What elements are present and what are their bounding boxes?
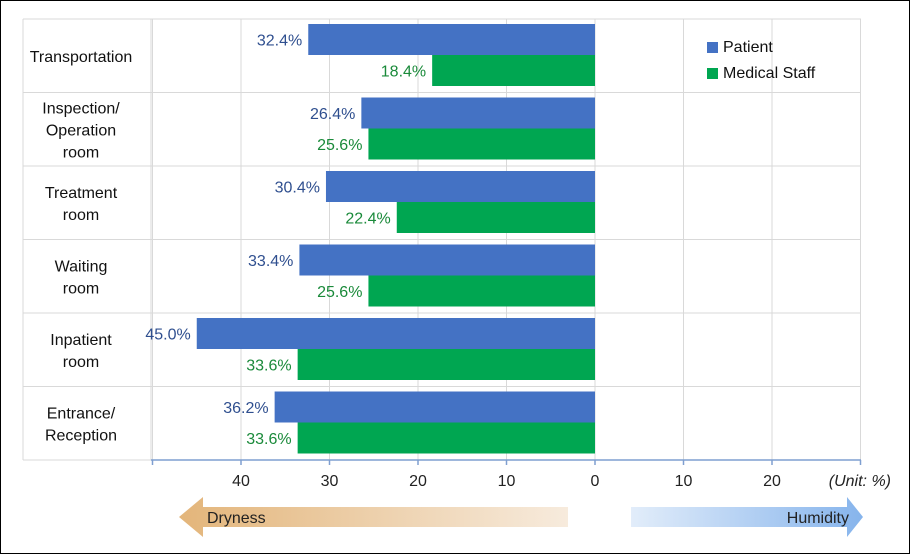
- x-tick-label: 0: [591, 473, 600, 490]
- data-label: 33.6%: [246, 431, 291, 448]
- x-tick-label: 10: [675, 473, 693, 490]
- bar-patient: [196, 318, 595, 349]
- x-tick-label: 20: [409, 473, 427, 490]
- legend-swatch-patient: [707, 42, 718, 53]
- category-label: Waiting room: [55, 258, 108, 297]
- x-tick-label: 20: [763, 473, 781, 490]
- bar-medical-staff: [368, 275, 595, 307]
- legend-label-patient: Patient: [723, 39, 773, 56]
- data-label: 45.0%: [145, 327, 190, 344]
- data-label: 30.4%: [275, 180, 320, 197]
- category-label: Inspection/Operation room: [42, 100, 120, 161]
- category-label: Transportation: [30, 49, 133, 66]
- data-label: 36.2%: [223, 400, 268, 417]
- data-label: 32.4%: [257, 33, 302, 50]
- category-labels: Transportation Inspection/Operation room Tr…: [30, 49, 133, 445]
- data-label: 25.6%: [317, 284, 362, 301]
- category-label: Entrance/Reception: [45, 405, 117, 444]
- x-axis: 40 30 20 10 0 10 20: [151, 459, 862, 490]
- bar-patient: [274, 391, 595, 423]
- dryness-label: Dryness: [207, 510, 266, 527]
- data-label: 26.4%: [310, 106, 355, 123]
- humidity-label: Humidity: [787, 510, 849, 527]
- bar-patient: [361, 97, 595, 129]
- bar-patient: [299, 244, 595, 276]
- data-label: 33.4%: [248, 253, 293, 270]
- data-label: 33.6%: [246, 358, 291, 375]
- humidity-arrow: Humidity: [631, 497, 863, 537]
- legend-label-medical-staff: Medical Staff: [723, 65, 816, 82]
- data-label: 25.6%: [317, 137, 362, 154]
- bar-layer: 32.4% 26.4% 30.4% 33.4% 45.0% 36.2% 18.4% 25.6%…: [145, 24, 595, 454]
- bar-medical-staff: [396, 202, 595, 233]
- category-label: Inpatient room: [50, 332, 112, 371]
- data-label: 22.4%: [345, 211, 390, 228]
- humidity-arrow-shape: [631, 497, 863, 537]
- x-tick-label: 30: [321, 473, 339, 490]
- legend: Patient Medical Staff: [707, 39, 816, 82]
- legend-swatch-medical-staff: [707, 68, 718, 79]
- dryness-arrow-shape: [179, 497, 568, 537]
- bar-medical-staff: [368, 128, 595, 160]
- bar-medical-staff: [432, 55, 595, 86]
- dryness-arrow: Dryness: [179, 497, 568, 537]
- bar-medical-staff: [297, 349, 595, 380]
- bar-medical-staff: [297, 422, 595, 454]
- unit-label: (Unit: %): [829, 473, 891, 490]
- x-tick-label: 10: [498, 473, 516, 490]
- data-label: 18.4%: [381, 64, 426, 81]
- bar-patient: [308, 24, 595, 55]
- bar-patient: [325, 171, 595, 202]
- x-tick-label: 40: [232, 473, 250, 490]
- category-label: Treatment room: [45, 185, 118, 224]
